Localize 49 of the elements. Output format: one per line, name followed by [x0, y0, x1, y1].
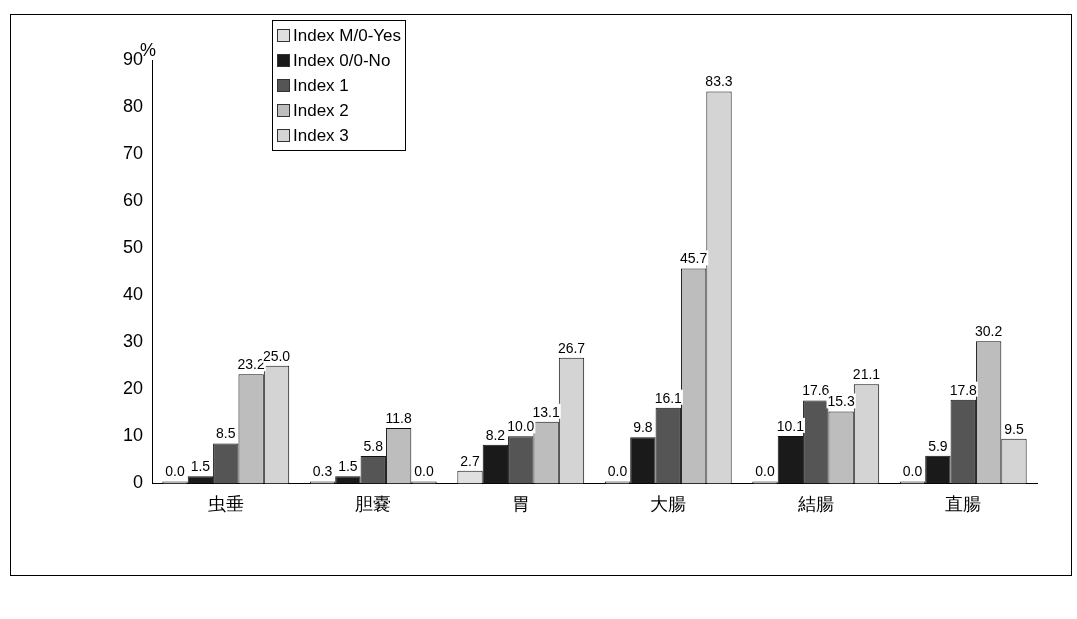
data-label: 11.8 [385, 409, 412, 426]
data-label: 2.7 [460, 452, 480, 469]
y-tick-label: 50 [122, 237, 144, 258]
data-label: 0.0 [902, 463, 923, 480]
data-label: 0.0 [755, 463, 775, 480]
data-label: 16.1 [654, 389, 683, 406]
data-label: 0.0 [607, 463, 628, 480]
data-label: 8.2 [485, 426, 506, 443]
y-tick-label: 10 [122, 425, 144, 446]
data-label: 45.7 [680, 250, 708, 267]
x-tick-label: 結腸 [796, 494, 834, 515]
legend-label: Index 3 [293, 125, 349, 147]
data-label: 17.6 [802, 382, 830, 399]
data-label: 17.8 [949, 381, 978, 398]
legend-label: Index 1 [293, 75, 349, 97]
data-label: 1.5 [190, 458, 211, 475]
data-label: 8.5 [216, 425, 236, 442]
data-label: 25.0 [262, 347, 291, 364]
y-tick-label: 80 [122, 96, 144, 117]
y-tick-label: 70 [122, 143, 144, 164]
data-label: 0.3 [312, 463, 333, 480]
data-label: 83.3 [705, 73, 733, 90]
y-tick-label: 30 [122, 331, 144, 352]
data-label: 0.0 [165, 463, 185, 480]
data-label: 30.2 [975, 323, 1003, 340]
y-tick-label: 40 [122, 284, 144, 305]
data-label: 5.8 [363, 437, 384, 454]
data-label: 13.1 [532, 403, 560, 420]
data-label: 5.9 [928, 437, 948, 454]
legend-label: Index 0/0-No [293, 50, 391, 72]
data-label: 10.0 [507, 418, 535, 435]
y-tick-label: 20 [122, 378, 144, 399]
x-tick-label: 虫垂 [207, 494, 244, 515]
data-label: 10.1 [776, 417, 805, 434]
data-label: 1.5 [338, 458, 358, 475]
data-label: 9.5 [1004, 420, 1024, 437]
x-tick-label: 大腸 [650, 494, 687, 515]
legend-label: Index M/0-Yes [293, 25, 402, 47]
x-tick-label: 胆嚢 [355, 494, 392, 515]
data-label: 15.3 [827, 393, 855, 410]
legend-label: Index 2 [293, 100, 349, 122]
x-tick-label: 胃 [511, 494, 530, 515]
y-tick-label: 60 [122, 190, 144, 211]
x-tick-label: 直腸 [945, 494, 982, 515]
data-label: 9.8 [633, 419, 653, 436]
data-label: 26.7 [557, 339, 586, 356]
data-label: 21.1 [852, 366, 881, 382]
y-tick-label: 0 [133, 472, 144, 493]
data-label: 0.0 [414, 463, 434, 480]
